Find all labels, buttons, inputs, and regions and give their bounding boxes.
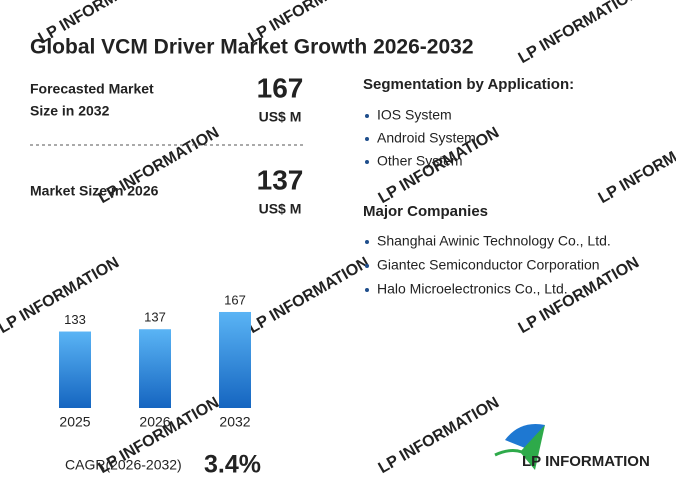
x-tick-label: 2026 [139,414,170,430]
kpi-value: 137 [257,164,304,195]
watermark: LP INFORMATION [596,124,676,207]
x-tick-label: 2032 [219,414,250,430]
segment-item: Other System [377,153,463,169]
bullet [365,160,369,164]
x-tick-label: 2025 [59,414,90,430]
kpi-label: Market Size in 2026 [30,183,159,199]
section-title: Major Companies [363,203,488,220]
logo [494,424,545,470]
bullet [365,114,369,118]
company-item: Shanghai Awinic Technology Co., Ltd. [377,233,611,249]
cagr-label: CAGR(2026-2032) [65,457,182,473]
bullet [365,288,369,292]
watermark: LP INFORMATION [376,394,503,477]
company-item: Giantec Semiconductor Corporation [377,257,600,273]
watermark: LP INFORMATION [0,254,122,337]
bar [139,329,171,408]
kpi-unit: US$ M [259,109,302,125]
kpi-unit: US$ M [259,201,302,217]
watermark: LP INFORMATION [516,0,643,67]
bar [59,331,91,408]
segment-item: IOS System [377,107,452,123]
value-label: 137 [144,310,166,325]
value-label: 133 [64,312,86,327]
watermark: LP INFORMATION [246,254,373,337]
brand-name: LP INFORMATION [522,453,650,470]
kpi-label: Forecasted Market [30,81,154,97]
bullet [365,137,369,141]
bar [219,311,251,408]
cagr-value: 3.4% [204,451,261,479]
bullet [365,264,369,268]
bullet [365,240,369,244]
value-label: 167 [224,292,246,307]
company-item: Halo Microelectronics Co., Ltd. [377,281,568,297]
title: Global VCM Driver Market Growth 2026-203… [30,36,474,59]
segment-item: Android System [377,130,476,146]
kpi-label: Size in 2032 [30,103,110,119]
kpi-value: 167 [257,72,304,103]
section-title: Segmentation by Application: [363,76,574,93]
